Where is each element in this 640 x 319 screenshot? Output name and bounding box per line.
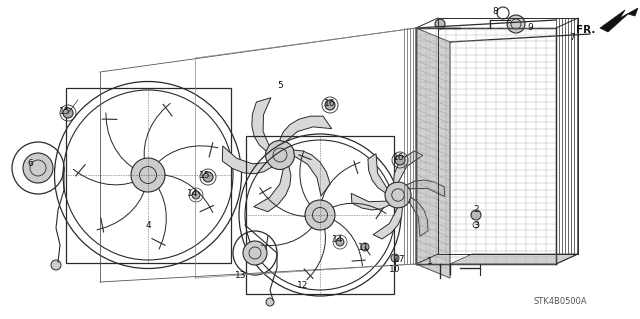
Circle shape	[336, 238, 344, 246]
Circle shape	[266, 140, 294, 169]
Polygon shape	[416, 28, 450, 278]
Polygon shape	[252, 98, 271, 151]
Text: STK4B0500A: STK4B0500A	[533, 298, 587, 307]
Text: 6: 6	[27, 159, 33, 167]
Polygon shape	[294, 150, 330, 196]
Text: 3: 3	[473, 220, 479, 229]
Polygon shape	[280, 116, 332, 142]
Bar	[246, 136, 394, 294]
Text: 2: 2	[473, 205, 479, 214]
Text: 13: 13	[236, 271, 247, 280]
Circle shape	[23, 153, 53, 183]
Text: 9: 9	[527, 23, 533, 32]
Circle shape	[325, 100, 335, 110]
Text: 7: 7	[569, 33, 575, 41]
Polygon shape	[351, 193, 390, 210]
Circle shape	[63, 108, 73, 118]
Text: 1: 1	[427, 257, 433, 266]
Polygon shape	[368, 154, 387, 193]
Circle shape	[395, 155, 405, 165]
Bar	[65, 87, 230, 263]
Text: 17: 17	[394, 256, 406, 264]
Text: 8: 8	[492, 6, 498, 16]
Polygon shape	[409, 197, 428, 236]
Text: FR.: FR.	[575, 25, 595, 35]
Text: 4: 4	[145, 220, 151, 229]
Polygon shape	[222, 146, 272, 174]
Polygon shape	[253, 167, 291, 212]
Circle shape	[471, 210, 481, 220]
Text: 14: 14	[188, 189, 198, 197]
Polygon shape	[450, 254, 578, 264]
Polygon shape	[373, 207, 403, 239]
Text: 15: 15	[60, 108, 71, 116]
Polygon shape	[406, 180, 445, 197]
Circle shape	[51, 260, 61, 270]
Circle shape	[391, 254, 399, 262]
Polygon shape	[394, 151, 423, 183]
Circle shape	[131, 158, 165, 192]
Circle shape	[192, 191, 200, 199]
Circle shape	[266, 298, 274, 306]
Text: 11: 11	[358, 243, 370, 253]
Circle shape	[435, 19, 445, 29]
Circle shape	[203, 172, 213, 182]
Text: 10: 10	[389, 265, 401, 275]
Text: 16: 16	[393, 153, 404, 162]
Text: 15: 15	[199, 170, 211, 180]
Circle shape	[385, 182, 411, 208]
Text: 5: 5	[277, 80, 283, 90]
Circle shape	[361, 243, 369, 251]
Text: 16: 16	[324, 99, 336, 108]
Text: 12: 12	[298, 280, 308, 290]
Circle shape	[305, 200, 335, 230]
Circle shape	[507, 15, 525, 33]
Polygon shape	[600, 8, 638, 32]
Circle shape	[243, 241, 267, 265]
Text: 14: 14	[332, 235, 344, 244]
